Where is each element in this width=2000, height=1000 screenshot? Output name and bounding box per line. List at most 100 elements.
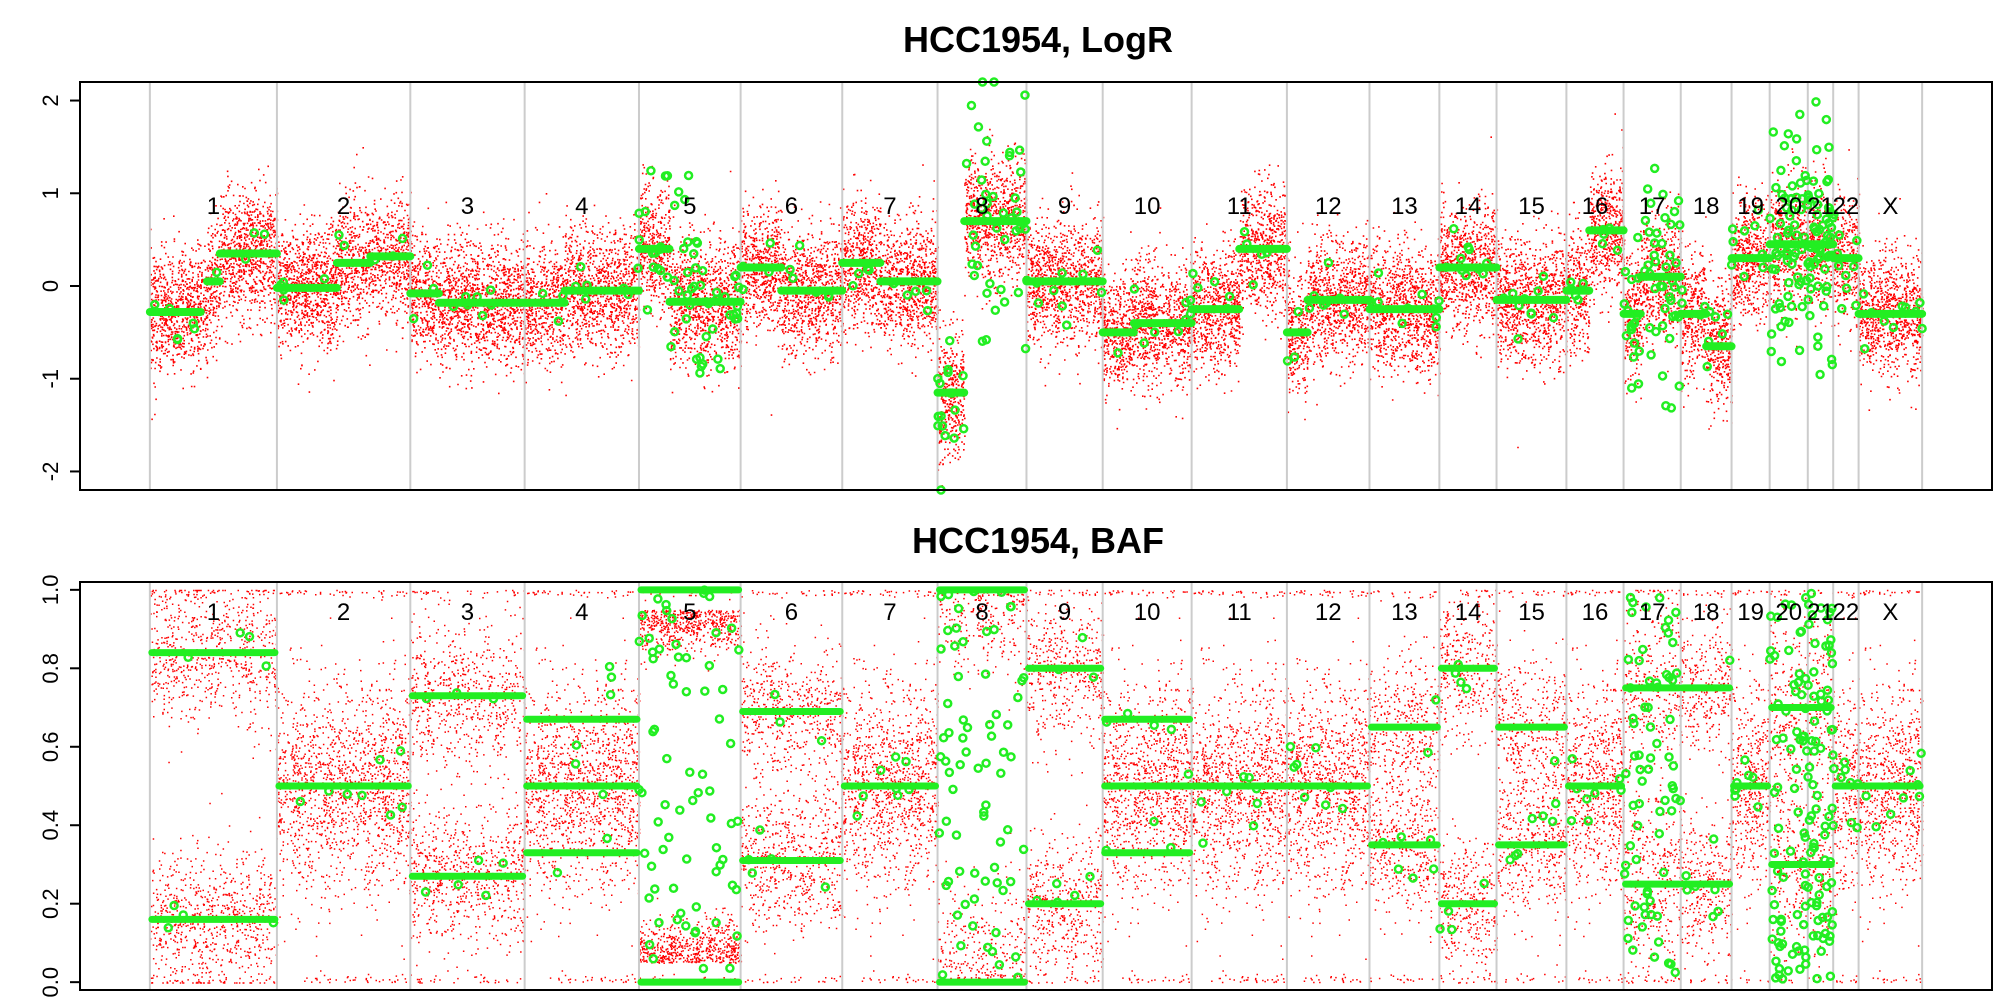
- baf-segment-point: [660, 799, 670, 810]
- baf-segment-point: [1794, 669, 1805, 679]
- logr-segment-point: [720, 291, 730, 302]
- baf-segment-point: [697, 769, 708, 779]
- baf-segment-point: [650, 884, 660, 894]
- baf-segment-point: [958, 733, 968, 743]
- baf-segment-point: [1670, 967, 1681, 978]
- baf-segment-point: [604, 661, 615, 672]
- baf-segment-point: [938, 732, 949, 743]
- baf-segment-point: [1640, 909, 1650, 920]
- logr-segment-point: [686, 283, 697, 294]
- logr-segment-point: [582, 280, 592, 290]
- logr-raw-cloud: [276, 147, 412, 393]
- baf-segment-point: [1632, 820, 1643, 831]
- logr-segment-point: [1022, 275, 1032, 286]
- logr-chrom-label: X: [1882, 193, 1898, 220]
- logr-segment-point: [1814, 188, 1824, 199]
- baf-segment-point: [958, 636, 968, 647]
- logr-segment-point: [1057, 301, 1067, 311]
- baf-chrom-label: X: [1882, 599, 1898, 626]
- baf-segment-point: [1804, 815, 1815, 825]
- baf-segment-point: [981, 626, 992, 637]
- logr-segment-point: [397, 233, 408, 244]
- baf-segment-point: [1809, 843, 1819, 853]
- baf-segment-point: [904, 784, 914, 795]
- logr-segment-point: [685, 300, 695, 310]
- logr-chrom-label: 14: [1455, 193, 1482, 220]
- logr-segment-point: [1786, 193, 1797, 204]
- logr-segment-point: [1621, 330, 1632, 341]
- baf-raw-cloud: [639, 590, 743, 984]
- baf-segment-point: [1820, 821, 1830, 832]
- logr-segment-point: [1633, 232, 1643, 243]
- logr-segment-point: [1020, 90, 1030, 100]
- baf-segment-point: [639, 848, 650, 859]
- baf-chrom-label: 9: [1058, 599, 1071, 626]
- baf-segment-point: [1793, 677, 1804, 688]
- baf-segment-point: [1453, 659, 1464, 670]
- logr-segment-point: [1859, 344, 1870, 354]
- logr-segment-point: [695, 352, 705, 363]
- baf-segment-point: [1825, 971, 1836, 981]
- baf-segment-point: [876, 765, 886, 776]
- logr-segment-point: [1811, 144, 1822, 155]
- baf-segment-point: [1660, 795, 1670, 806]
- baf-segment-point: [453, 880, 463, 890]
- logr-segment-point: [1643, 260, 1653, 270]
- baf-segment-point: [1002, 825, 1013, 835]
- baf-ytick-label: 0.0: [38, 967, 63, 998]
- baf-segment-point: [1198, 838, 1208, 848]
- logr-segment-point: [674, 286, 684, 296]
- baf-segment-point: [169, 900, 179, 911]
- baf-segment-point: [644, 633, 654, 644]
- baf-chrom-label: 15: [1518, 599, 1545, 626]
- logr-segment-point: [1673, 196, 1684, 206]
- baf-segment-point: [954, 866, 965, 877]
- logr-segment-point: [537, 288, 548, 299]
- baf-segment-point: [1653, 682, 1663, 693]
- baf-segment-point: [991, 709, 1002, 720]
- logr-segment-point: [1645, 198, 1656, 209]
- logr-segment-point: [164, 303, 175, 314]
- logr-segment-point: [1597, 238, 1608, 249]
- baf-segment-point: [1479, 878, 1489, 889]
- baf-segment-point: [1582, 794, 1592, 804]
- baf-segment-point: [163, 923, 174, 933]
- logr-segment-point: [732, 301, 743, 312]
- logr-segment-point: [1674, 381, 1685, 391]
- logr-segment-point: [730, 314, 740, 324]
- baf-raw-cloud: [1623, 589, 1683, 984]
- baf-segment-point: [1629, 751, 1640, 761]
- baf-segment-point: [1806, 897, 1817, 908]
- baf-segment-point: [1663, 615, 1674, 626]
- logr-segment-point: [1796, 204, 1806, 215]
- logr-segment-point: [738, 284, 748, 295]
- logr-segment-point: [1900, 302, 1911, 313]
- baf-segment-point: [996, 587, 1007, 598]
- logr-segment-point: [690, 263, 701, 273]
- logr-segment-point: [1139, 338, 1149, 348]
- logr-segment-point: [1810, 224, 1820, 234]
- logr-segment-point: [701, 331, 712, 342]
- logr-segment-point: [785, 264, 795, 275]
- baf-segment-point: [1101, 845, 1112, 856]
- logr-segment-point: [1823, 202, 1834, 213]
- logr-segment-point: [1808, 176, 1819, 186]
- baf-segment-point: [1642, 886, 1653, 896]
- baf-segment-point: [1625, 841, 1636, 851]
- logr-segment-point: [921, 286, 932, 296]
- baf-segment-point: [1791, 941, 1802, 952]
- baf-segment-point: [711, 917, 721, 928]
- logr-segment-point: [1792, 230, 1802, 240]
- logr-segment-point: [1256, 249, 1267, 260]
- logr-segment-point: [1917, 323, 1927, 334]
- logr-segment-point: [1775, 218, 1786, 229]
- baf-segment-point: [1771, 956, 1781, 966]
- baf-segment-point: [1461, 683, 1472, 694]
- logr-segment-point: [1513, 334, 1523, 344]
- logr-segment-point: [1803, 190, 1813, 200]
- logr-segment-point: [1789, 220, 1800, 230]
- logr-segment-point: [580, 294, 591, 304]
- baf-segment-point: [688, 795, 698, 806]
